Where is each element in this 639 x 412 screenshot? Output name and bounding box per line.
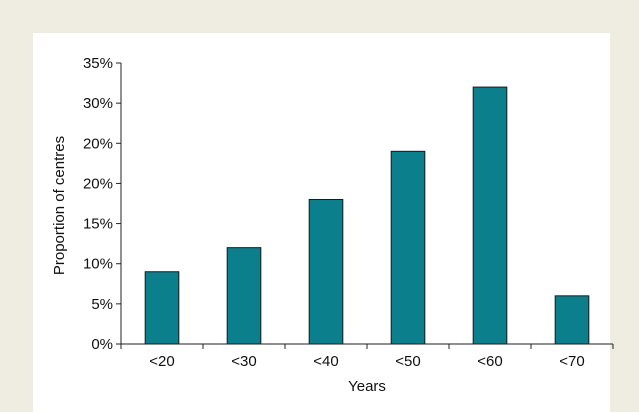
x-tick-label: <40 [313,353,338,370]
y-axis: 0% 5% 10% 15% 20% 20% 30% 35% [83,55,122,353]
bar [554,295,590,345]
y-tick-label: 30% [83,95,113,112]
bar [472,86,508,345]
x-axis-title: Years [348,378,386,395]
x-tick-label: <50 [395,353,420,370]
bar [308,198,344,345]
bar [226,247,262,345]
y-tick-label: 5% [91,296,113,313]
x-tick-label: <30 [231,353,256,370]
x-tick-label: <60 [477,353,502,370]
y-tick-label: 15% [83,216,113,233]
bars [144,86,590,345]
x-axis: <20 <30 <40 <50 <60 <70 [120,343,614,370]
bar [390,150,426,345]
y-axis-title: Proportion of centres [51,136,68,275]
y-tick-label: 35% [83,55,113,72]
bar [144,271,180,345]
x-tick-label: <20 [149,353,174,370]
y-tick-label: 20% [83,175,113,192]
y-tick-label: 0% [91,336,113,353]
y-tick-label: 10% [83,256,113,273]
y-tick-label: 20% [83,135,113,152]
x-tick-label: <70 [559,353,584,370]
